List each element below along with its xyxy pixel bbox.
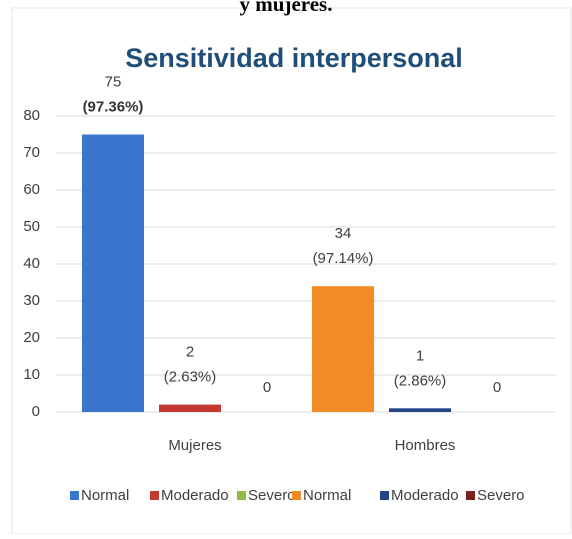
percent-label: (2.63%) (164, 369, 217, 386)
bar (159, 404, 221, 412)
legend-label: Moderado (391, 487, 459, 504)
percent-label: (97.36%) (83, 98, 144, 115)
bar (312, 286, 374, 412)
chart-title: Sensitividad interpersonal (125, 43, 463, 73)
legend-label: Normal (81, 487, 129, 504)
value-label: 0 (493, 379, 501, 396)
value-label: 0 (263, 379, 271, 396)
y-tick-label: 80 (23, 107, 40, 124)
percent-label: (97.14%) (313, 250, 374, 267)
y-tick-label: 10 (23, 366, 40, 383)
value-label: 1 (416, 347, 424, 364)
legend-swatch (466, 491, 475, 500)
legend-swatch (380, 491, 389, 500)
legend-label: Moderado (161, 487, 229, 504)
y-tick-label: 60 (23, 181, 40, 198)
y-tick-label: 30 (23, 292, 40, 309)
y-tick-label: 70 (23, 144, 40, 161)
legend-swatch (70, 491, 79, 500)
y-tick-label: 20 (23, 329, 40, 346)
legend-swatch (237, 491, 246, 500)
x-tick-label: Hombres (395, 437, 456, 454)
legend-swatch (292, 491, 301, 500)
legend-swatch (150, 491, 159, 500)
caption: y mujeres. (240, 0, 333, 16)
percent-label: (2.86%) (394, 372, 447, 389)
value-label: 34 (335, 225, 352, 242)
y-tick-label: 40 (23, 255, 40, 272)
value-label: 75 (105, 73, 122, 90)
legend-label: Severo (248, 487, 296, 504)
legend-label: Normal (303, 487, 351, 504)
bar (82, 134, 144, 412)
y-tick-label: 50 (23, 218, 40, 235)
legend-label: Severo (477, 487, 525, 504)
y-tick-label: 0 (32, 403, 40, 420)
bar (389, 408, 451, 412)
x-tick-label: Mujeres (168, 437, 221, 454)
value-label: 2 (186, 344, 194, 361)
